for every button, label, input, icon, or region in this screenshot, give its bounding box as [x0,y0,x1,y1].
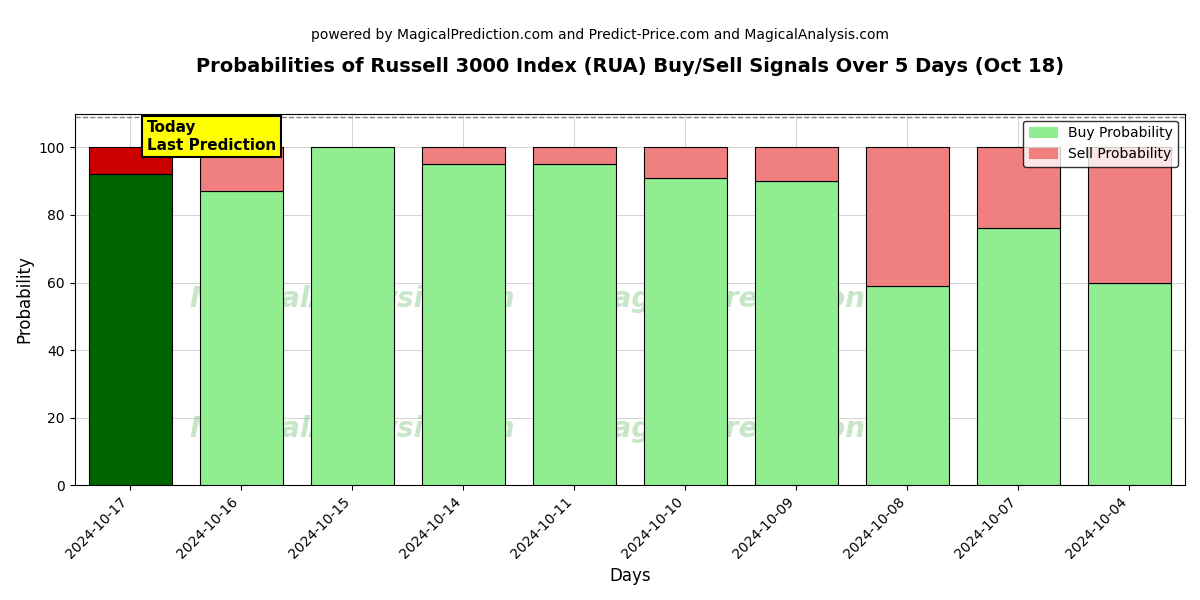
Bar [89,148,172,175]
Bar [421,164,505,485]
Text: Today
Last Prediction: Today Last Prediction [146,121,276,153]
Bar [89,175,172,485]
Title: Probabilities of Russell 3000 Index (RUA) Buy/Sell Signals Over 5 Days (Oct 18): Probabilities of Russell 3000 Index (RUA… [196,57,1064,76]
X-axis label: Days: Days [610,567,650,585]
Bar [311,148,394,485]
Y-axis label: Probability: Probability [16,256,34,343]
Bar [533,164,616,485]
Bar [755,181,838,485]
Bar [755,148,838,181]
Bar [1088,148,1171,283]
Bar [533,148,616,164]
Bar [199,148,283,191]
Bar [1088,283,1171,485]
Text: MagicalAnalysis.com: MagicalAnalysis.com [190,415,515,443]
Bar [865,286,949,485]
Text: powered by MagicalPrediction.com and Predict-Price.com and MagicalAnalysis.com: powered by MagicalPrediction.com and Pre… [311,28,889,42]
Bar [643,148,727,178]
Bar [199,191,283,485]
Bar [865,148,949,286]
Bar [977,148,1060,229]
Bar [977,229,1060,485]
Bar [643,178,727,485]
Legend: Buy Probability, Sell Probability: Buy Probability, Sell Probability [1024,121,1178,167]
Text: MagicalAnalysis.com: MagicalAnalysis.com [190,286,515,313]
Bar [421,148,505,164]
Text: MagicalPrediction.com: MagicalPrediction.com [586,286,941,313]
Text: MagicalPrediction.com: MagicalPrediction.com [586,415,941,443]
